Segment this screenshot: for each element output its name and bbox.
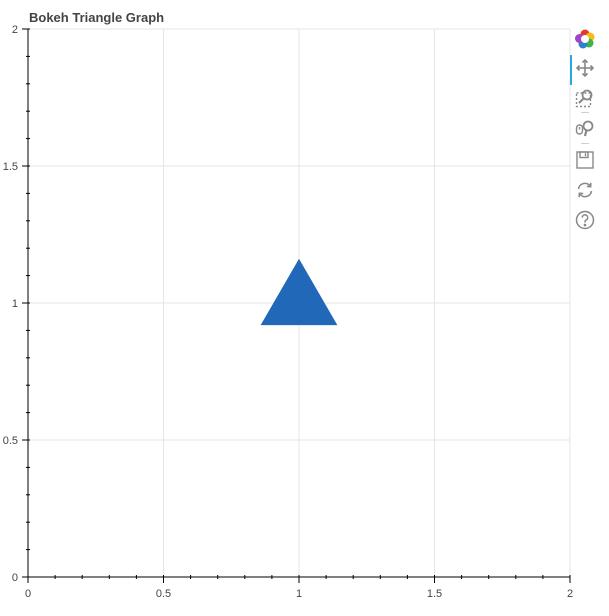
save-icon[interactable] — [570, 147, 600, 177]
y-tick-label: 1.5 — [3, 161, 18, 173]
y-tick-label: 2 — [12, 24, 18, 36]
toolbar-separator — [581, 143, 589, 144]
x-tick-label: 1.5 — [427, 588, 442, 600]
plot-marks[interactable] — [260, 258, 338, 326]
axes: 0 0.5 1 1.5 2 0 0.5 1 1.5 2 — [3, 24, 573, 600]
help-icon[interactable] — [570, 207, 600, 237]
toolbar-separator — [581, 112, 589, 113]
y-tick-label: 1 — [12, 298, 18, 310]
x-tick-label: 2 — [567, 588, 573, 600]
triangle-marker[interactable] — [260, 258, 338, 326]
reset-icon[interactable] — [570, 177, 600, 207]
pan-icon[interactable] — [570, 55, 600, 85]
x-tick-label: 0 — [25, 588, 31, 600]
y-tick-label: 0.5 — [3, 435, 18, 447]
x-tick-label: 1 — [296, 588, 302, 600]
wheel-zoom-icon[interactable] — [570, 116, 600, 146]
y-tick-label: 0 — [12, 572, 18, 584]
chart-title: Bokeh Triangle Graph — [29, 10, 164, 25]
toolbar — [570, 26, 600, 241]
bokeh-logo-icon[interactable] — [570, 26, 600, 56]
box-zoom-icon[interactable] — [570, 85, 600, 115]
x-tick-label: 0.5 — [156, 588, 171, 600]
